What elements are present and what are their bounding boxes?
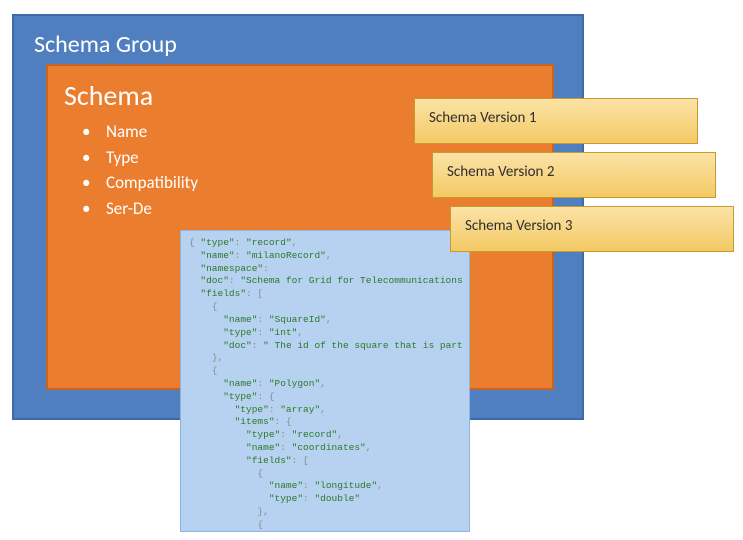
schema-version-label: Schema Version 1 — [429, 109, 536, 127]
code-snippet-panel: { "type": "record", "name": "milanoRecor… — [180, 230, 470, 532]
schema-group-title: Schema Group — [34, 30, 562, 59]
schema-version-label: Schema Version 3 — [465, 217, 572, 235]
schema-version-label: Schema Version 2 — [447, 163, 554, 181]
schema-version-card: Schema Version 1 — [414, 98, 698, 144]
schema-version-card: Schema Version 3 — [450, 206, 734, 252]
schema-version-card: Schema Version 2 — [432, 152, 716, 198]
